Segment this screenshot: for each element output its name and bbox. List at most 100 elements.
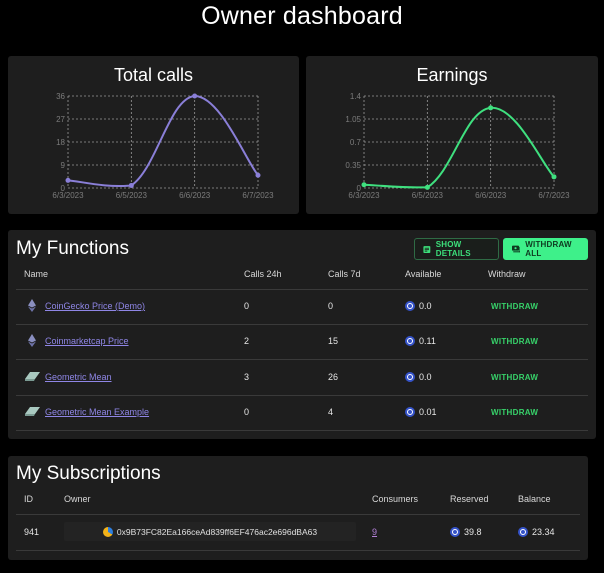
x-tick-label: 6/3/2023 [348, 191, 380, 200]
calls-24h: 3 [244, 372, 250, 382]
chart-title: Total calls [113, 65, 194, 85]
data-point[interactable] [361, 182, 367, 188]
total-calls-chart: 0 9 18 27 36 6/3/2023 6/5/2023 6/6/2023 6/7/2023 [52, 92, 274, 200]
column-header-calls-24h: Calls 24h [244, 269, 282, 279]
data-point[interactable] [65, 177, 71, 183]
column-header-withdraw: Withdraw [488, 269, 526, 279]
chart-grid [363, 95, 555, 189]
y-tick-label: 36 [56, 92, 65, 101]
x-tick-label: 6/3/2023 [52, 191, 84, 200]
function-link[interactable]: Coinmarketcap Price [45, 336, 129, 346]
x-tick-label: 6/6/2023 [475, 191, 507, 200]
divider [16, 359, 588, 360]
divider [16, 550, 580, 551]
ethereum-icon [28, 299, 36, 312]
column-header-id: ID [24, 494, 33, 504]
calls-7d: 26 [328, 372, 339, 382]
y-tick-label: 0 [61, 184, 66, 193]
payments-icon [512, 245, 521, 253]
link-token-icon [405, 336, 415, 346]
data-point[interactable] [255, 172, 261, 178]
data-point[interactable] [551, 174, 557, 180]
divider [16, 395, 588, 396]
section-title: My Functions [16, 238, 129, 259]
x-tick-label: 6/5/2023 [116, 191, 148, 200]
functions-card: My Functions SHOW DETAILS WITHDRAW ALL N… [8, 230, 596, 439]
earnings-chart-card: Earnings 0 0.35 0.7 1.05 1.4 6/3/2023 6/5/2023… [306, 56, 598, 214]
function-link[interactable]: Geometric Mean Example [45, 407, 150, 417]
x-tick-label: 6/7/2023 [242, 191, 274, 200]
data-point[interactable] [192, 93, 198, 99]
calls-24h: 0 [244, 407, 250, 417]
x-tick-label: 6/5/2023 [412, 191, 444, 200]
withdraw-button[interactable]: WITHDRAW [491, 408, 539, 417]
total-calls-chart-card: Total calls 0 9 18 27 36 6/3/2023 6/5/2023 6/6/… [8, 56, 299, 214]
link-token-icon [405, 407, 415, 417]
show-details-label: SHOW DETAILS [435, 240, 471, 258]
withdraw-all-label: WITHDRAW ALL [525, 240, 572, 258]
y-tick-label: 0.7 [350, 138, 362, 147]
calls-7d: 15 [328, 336, 339, 346]
data-point[interactable] [424, 184, 430, 190]
y-tick-label: 0.35 [345, 161, 361, 170]
function-link[interactable]: CoinGecko Price (Demo) [45, 301, 146, 311]
available-amount: 0.0 [419, 372, 432, 382]
calls-24h: 0 [244, 301, 250, 311]
y-tick-label: 1.05 [345, 115, 361, 124]
withdraw-all-button[interactable]: WITHDRAW ALL [503, 238, 588, 260]
link-token-icon [450, 527, 460, 537]
function-link[interactable]: Geometric Mean [45, 372, 112, 382]
y-tick-label: 9 [61, 161, 66, 170]
available-amount: 0.11 [419, 336, 436, 346]
page-title: Owner dashboard [201, 2, 403, 30]
calls-7d: 0 [328, 301, 334, 311]
consumers-link[interactable]: 9 [372, 527, 378, 537]
available-amount: 0.01 [419, 407, 437, 417]
x-tick-label: 6/7/2023 [538, 191, 570, 200]
y-tick-label: 1.4 [350, 92, 362, 101]
x-tick-label: 6/6/2023 [179, 191, 211, 200]
chart-line [67, 94, 259, 187]
calls-7d: 4 [328, 407, 334, 417]
column-header-reserved: Reserved [450, 494, 489, 504]
divider [16, 514, 580, 515]
y-tick-label: 0 [357, 184, 362, 193]
chart-line [363, 106, 555, 189]
column-header-balance: Balance [518, 494, 551, 504]
divider [16, 324, 588, 325]
chart-title: Earnings [416, 65, 488, 85]
column-header-owner: Owner [64, 494, 91, 504]
eraser-icon [25, 372, 40, 381]
avatar-icon [102, 526, 113, 537]
balance-amount: 23.34 [532, 527, 555, 537]
subscription-id: 941 [24, 527, 40, 537]
divider [16, 430, 588, 431]
divider [16, 289, 588, 290]
y-tick-label: 27 [56, 115, 65, 124]
column-header-name: Name [24, 269, 49, 279]
link-token-icon [405, 301, 415, 311]
column-header-calls-7d: Calls 7d [328, 269, 361, 279]
data-point[interactable] [128, 182, 134, 188]
show-details-button[interactable]: SHOW DETAILS [414, 238, 499, 260]
withdraw-button[interactable]: WITHDRAW [491, 337, 539, 346]
reserved-amount: 39.8 [464, 527, 482, 537]
ethereum-icon [28, 334, 36, 347]
link-token-icon [405, 372, 415, 382]
calls-24h: 2 [244, 336, 250, 346]
owner-address-text: 0x9B73FC82Ea166ceAd839ff6EF476ac2e696dBA… [116, 526, 318, 537]
y-tick-label: 18 [56, 138, 65, 147]
chart-grid [67, 95, 259, 189]
column-header-consumers: Consumers [372, 494, 419, 504]
available-amount: 0.0 [419, 301, 432, 311]
earnings-chart: 0 0.35 0.7 1.05 1.4 6/3/2023 6/5/2023 6/6/2023 6… [345, 92, 570, 200]
document-icon [423, 245, 431, 253]
link-token-icon [518, 527, 528, 537]
withdraw-button[interactable]: WITHDRAW [491, 302, 539, 311]
column-header-available: Available [405, 269, 442, 279]
withdraw-button[interactable]: WITHDRAW [491, 373, 539, 382]
subscriptions-card: My Subscriptions ID Owner Consumers Rese… [8, 456, 588, 560]
data-point[interactable] [488, 105, 494, 111]
owner-address[interactable]: 0x9B73FC82Ea166ceAd839ff6EF476ac2e696dBA… [64, 522, 356, 541]
eraser-icon [25, 407, 40, 416]
